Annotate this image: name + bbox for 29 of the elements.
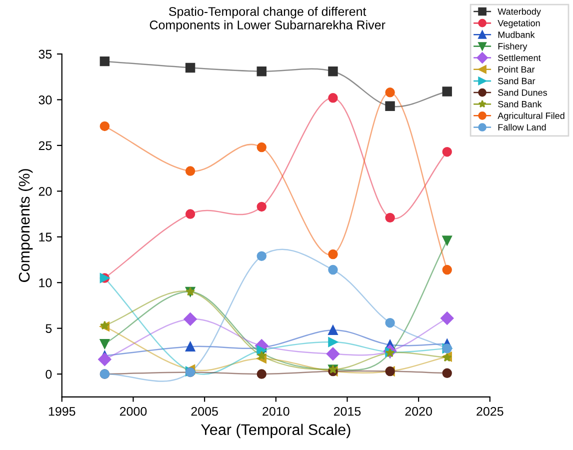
y-tick-label: 35 <box>38 50 52 59</box>
legend-label: Settlement <box>498 54 541 62</box>
y-tick-label: 25 <box>38 141 52 150</box>
x-tick-label: 1995 <box>48 406 76 416</box>
y-tick-label: 15 <box>39 232 52 242</box>
legend-label: Point Bar <box>498 66 535 73</box>
legend-label: Sand Dunes <box>498 89 548 96</box>
y-tick-label: 30 <box>38 96 52 104</box>
x-tick-label: 2020 <box>405 406 432 416</box>
chart-title: Spatio-Temporal change of different Components in Lower Subarnarekha River <box>150 6 386 32</box>
legend-label: Sand Bar <box>498 78 536 84</box>
x-tick-label: 2015 <box>334 406 361 416</box>
legend-label: Waterbody <box>498 8 541 17</box>
x-axis-title: Year (Temporal Scale) <box>200 424 350 438</box>
x-tick-label: 2005 <box>191 406 218 416</box>
legend-label: Fallow Land <box>498 124 546 131</box>
legend-label: Mudbank <box>498 31 535 38</box>
x-tick-label: 2000 <box>120 406 147 416</box>
legend-label: Fishery <box>498 42 528 52</box>
legend-label: Sand Bank <box>498 100 542 108</box>
x-tick-label: 2010 <box>262 406 290 416</box>
legend-label: Agricultural Filed <box>498 112 564 121</box>
y-tick-label: 5 <box>46 324 52 333</box>
y-tick-label: 20 <box>38 186 52 196</box>
y-tick-label: 10 <box>39 278 52 288</box>
legend-label: Vegetation <box>498 20 540 28</box>
y-tick-label: 0 <box>46 370 52 379</box>
y-axis-title: Components (%) <box>18 169 33 282</box>
x-tick-label: 2025 <box>476 406 504 416</box>
